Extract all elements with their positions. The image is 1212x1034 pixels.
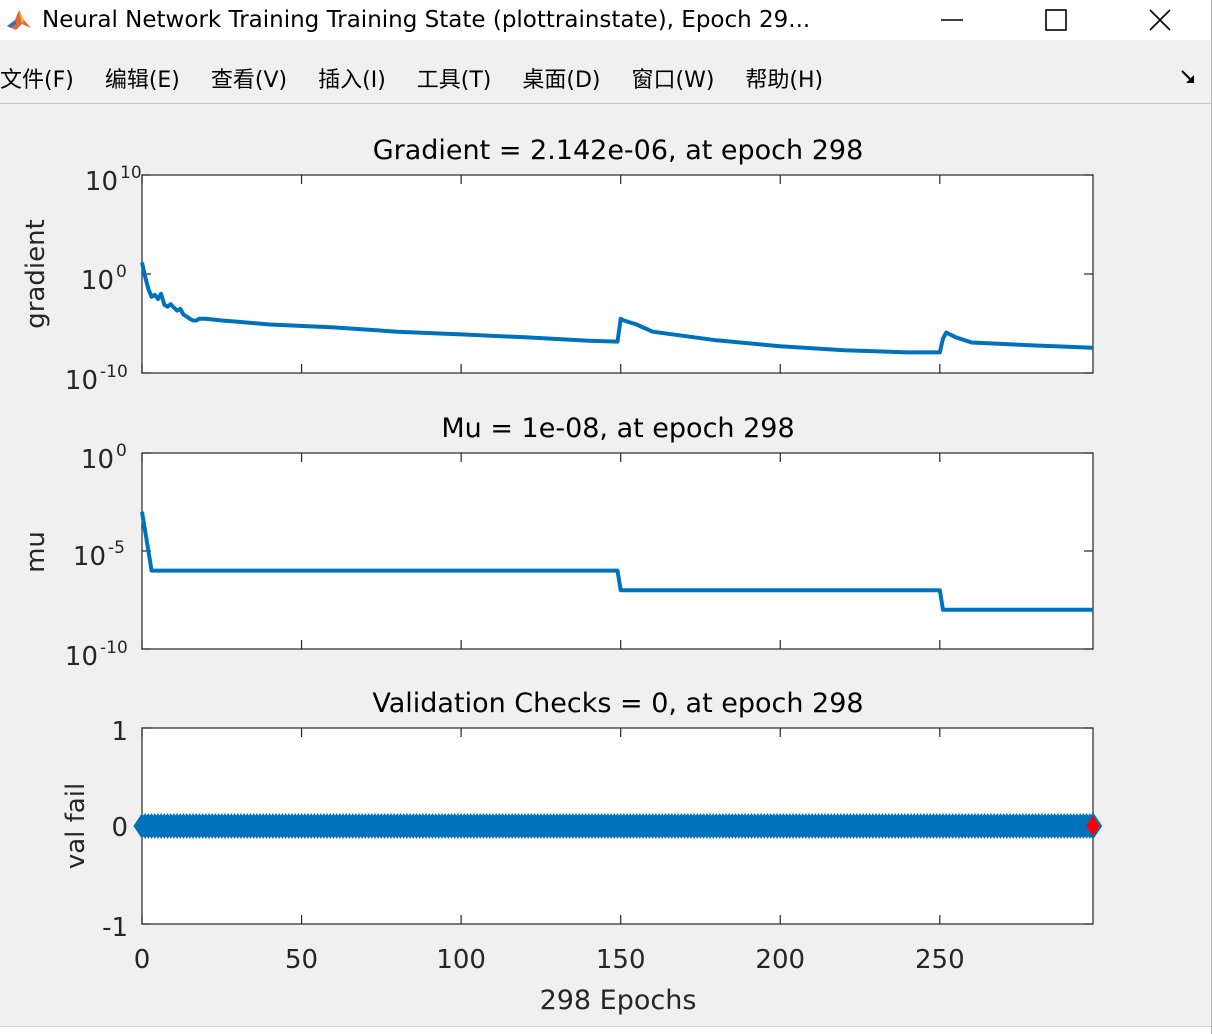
valfail-xtick-label: 150	[596, 945, 646, 975]
window-controls	[900, 0, 1211, 40]
valfail-xtick-label: 0	[134, 945, 151, 975]
minimize-icon	[941, 19, 963, 21]
valfail-xtick-label: 200	[755, 945, 805, 975]
mu-title: Mu = 1e-08, at epoch 298	[441, 413, 794, 444]
valfail-xlabel: 298 Epochs	[540, 985, 697, 1016]
menu-file[interactable]: 文件(F)	[0, 68, 74, 93]
valfail-xtick-label: 250	[915, 945, 965, 975]
menu-insert[interactable]: 插入(I)	[318, 68, 386, 93]
menu-tools[interactable]: 工具(T)	[416, 68, 492, 93]
svg-text:10: 10	[65, 642, 98, 672]
valfail-axes[interactable]: Validation Checks = 0, at epoch 298 val …	[61, 688, 1103, 1016]
valfail-title: Validation Checks = 0, at epoch 298	[372, 688, 863, 719]
title-bar[interactable]: Neural Network Training Training State (…	[0, 0, 1211, 40]
svg-text:10: 10	[85, 167, 118, 197]
mu-series-line	[140, 511, 1093, 612]
dock-arrow-icon[interactable]	[1179, 68, 1197, 86]
mu-ytick-bottom: 10 -10	[65, 638, 128, 672]
mu-ytick-top: 10 0	[81, 441, 127, 475]
valfail-xtick-label: 50	[285, 945, 318, 975]
gradient-ytick-mid: 10 0	[81, 262, 127, 296]
svg-text:10: 10	[73, 542, 106, 572]
svg-text:0: 0	[116, 262, 127, 282]
menu-desktop[interactable]: 桌面(D)	[522, 68, 601, 93]
svg-text:10: 10	[81, 266, 114, 296]
close-button[interactable]	[1108, 0, 1211, 40]
mu-axes[interactable]: Mu = 1e-08, at epoch 298 mu 10 0 10 -5 1…	[21, 413, 1094, 672]
maximize-button[interactable]	[1004, 0, 1108, 40]
menu-window[interactable]: 窗口(W)	[631, 68, 715, 93]
mu-axes-box	[141, 452, 1094, 650]
figure-canvas: Gradient = 2.142e-06, at epoch 298 gradi…	[0, 104, 1204, 1030]
menu-separator	[0, 103, 1211, 104]
svg-text:10: 10	[81, 445, 114, 475]
valfail-ytick-0: 0	[111, 813, 128, 843]
valfail-series-markers	[133, 812, 1103, 840]
window-title: Neural Network Training Training State (…	[42, 7, 811, 33]
gradient-ytick-top: 10 10	[85, 163, 142, 197]
valfail-ytick-1: 1	[111, 717, 128, 747]
maximize-icon	[1045, 9, 1067, 31]
mu-ytick-mid: 10 -5	[73, 538, 125, 572]
gradient-series-line	[140, 261, 1094, 355]
menu-view[interactable]: 查看(V)	[210, 68, 288, 93]
svg-text:10: 10	[120, 163, 142, 183]
menu-bar: 文件(F) 编辑(E) 查看(V) 插入(I) 工具(T) 桌面(D) 窗口(W…	[0, 56, 1211, 100]
valfail-ytick-neg1: -1	[102, 913, 128, 943]
valfail-xtick-label: 100	[436, 945, 486, 975]
close-icon	[1149, 9, 1171, 31]
mu-ylabel: mu	[21, 531, 51, 573]
svg-text:0: 0	[116, 441, 127, 461]
matlab-logo-icon	[4, 5, 34, 35]
valfail-ylabel: val fail	[61, 783, 91, 869]
menu-edit[interactable]: 编辑(E)	[104, 68, 180, 93]
bottom-strip	[0, 1026, 1211, 1034]
svg-text:-10: -10	[100, 362, 128, 382]
svg-text:-5: -5	[108, 538, 125, 558]
valfail-best-marker	[1083, 812, 1103, 840]
training-state-plots: Gradient = 2.142e-06, at epoch 298 gradi…	[21, 135, 1103, 1016]
gradient-title: Gradient = 2.142e-06, at epoch 298	[373, 135, 864, 166]
valfail-xtick-labels: 0 50 100 150 200 250	[134, 945, 965, 975]
gradient-ylabel: gradient	[21, 219, 51, 329]
menu-help[interactable]: 帮助(H)	[745, 68, 824, 93]
svg-text:-10: -10	[100, 638, 128, 658]
gradient-ytick-bottom: 10 -10	[65, 362, 128, 396]
minimize-button[interactable]	[900, 0, 1004, 40]
svg-text:10: 10	[65, 366, 98, 396]
gradient-axes[interactable]: Gradient = 2.142e-06, at epoch 298 gradi…	[21, 135, 1094, 396]
